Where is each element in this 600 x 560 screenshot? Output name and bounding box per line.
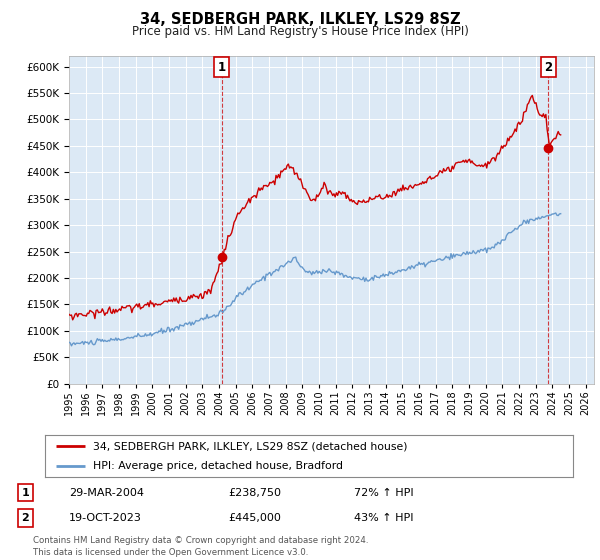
Text: £238,750: £238,750 xyxy=(228,488,281,498)
Text: 72% ↑ HPI: 72% ↑ HPI xyxy=(354,488,413,498)
Text: Contains HM Land Registry data © Crown copyright and database right 2024.
This d: Contains HM Land Registry data © Crown c… xyxy=(33,536,368,557)
Text: 34, SEDBERGH PARK, ILKLEY, LS29 8SZ (detached house): 34, SEDBERGH PARK, ILKLEY, LS29 8SZ (det… xyxy=(92,441,407,451)
Text: HPI: Average price, detached house, Bradford: HPI: Average price, detached house, Brad… xyxy=(92,461,343,471)
Text: 43% ↑ HPI: 43% ↑ HPI xyxy=(354,513,413,523)
Text: 2: 2 xyxy=(22,513,29,523)
Text: Price paid vs. HM Land Registry's House Price Index (HPI): Price paid vs. HM Land Registry's House … xyxy=(131,25,469,38)
Text: 34, SEDBERGH PARK, ILKLEY, LS29 8SZ: 34, SEDBERGH PARK, ILKLEY, LS29 8SZ xyxy=(140,12,460,27)
Text: 1: 1 xyxy=(22,488,29,498)
Text: 19-OCT-2023: 19-OCT-2023 xyxy=(69,513,142,523)
Text: 29-MAR-2004: 29-MAR-2004 xyxy=(69,488,144,498)
Text: 1: 1 xyxy=(218,61,226,74)
Text: 2: 2 xyxy=(544,61,552,74)
Text: £445,000: £445,000 xyxy=(228,513,281,523)
